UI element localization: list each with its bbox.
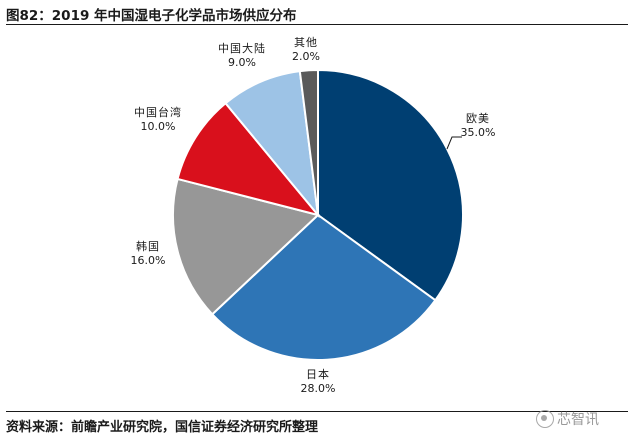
slice-value-label: 10.0% — [141, 120, 176, 133]
wechat-icon — [536, 410, 554, 428]
slice-label-group: 其他2.0% — [292, 36, 320, 63]
slice-label: 日本 — [306, 367, 330, 381]
slice-value-label: 16.0% — [131, 254, 166, 267]
pie-slice — [210, 213, 437, 362]
pie-slice — [298, 68, 319, 216]
slice-label: 欧美 — [466, 112, 490, 125]
watermark: 芯智讯 — [536, 409, 599, 429]
leader-line — [446, 136, 462, 150]
watermark-text: 芯智讯 — [557, 412, 599, 428]
chart-title: 图82：2019 年中国湿电子化学品市场供应分布 — [6, 8, 297, 24]
pie-slice — [172, 177, 321, 316]
pie-slice — [176, 101, 321, 217]
slice-value-label: 9.0% — [228, 56, 256, 69]
slice-value-label: 28.0% — [301, 382, 336, 395]
source-divider — [6, 411, 628, 412]
slice-label: 韩国 — [136, 239, 160, 253]
pie-slice — [224, 70, 320, 219]
title-divider — [6, 24, 628, 25]
pie-slice — [317, 68, 464, 302]
slice-label: 中国台湾 — [134, 105, 182, 119]
source-note: 资料来源：前瞻产业研究院，国信证券经济研究所整理 — [6, 420, 319, 435]
slice-value-label: 2.0% — [292, 50, 320, 63]
slice-value-label: 35.0% — [461, 126, 496, 139]
slice-label: 其他 — [294, 36, 318, 49]
slice-label: 中国大陆 — [218, 41, 266, 55]
